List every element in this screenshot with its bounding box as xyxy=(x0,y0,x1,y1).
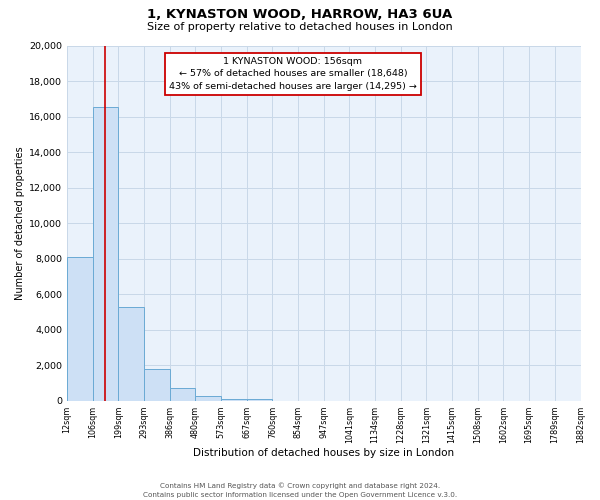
Bar xyxy=(221,398,247,401)
X-axis label: Distribution of detached houses by size in London: Distribution of detached houses by size … xyxy=(193,448,454,458)
Bar xyxy=(247,399,272,401)
Bar xyxy=(144,368,170,401)
Y-axis label: Number of detached properties: Number of detached properties xyxy=(15,146,25,300)
Text: Contains HM Land Registry data © Crown copyright and database right 2024.: Contains HM Land Registry data © Crown c… xyxy=(160,482,440,489)
Bar xyxy=(196,396,221,401)
Bar xyxy=(170,388,196,401)
Bar xyxy=(67,257,93,401)
Text: 1, KYNASTON WOOD, HARROW, HA3 6UA: 1, KYNASTON WOOD, HARROW, HA3 6UA xyxy=(148,8,452,20)
Bar xyxy=(118,307,144,401)
Text: 1 KYNASTON WOOD: 156sqm
← 57% of detached houses are smaller (18,648)
43% of sem: 1 KYNASTON WOOD: 156sqm ← 57% of detache… xyxy=(169,56,417,92)
Text: Size of property relative to detached houses in London: Size of property relative to detached ho… xyxy=(147,22,453,32)
Text: Contains public sector information licensed under the Open Government Licence v.: Contains public sector information licen… xyxy=(143,492,457,498)
Bar xyxy=(93,107,118,401)
